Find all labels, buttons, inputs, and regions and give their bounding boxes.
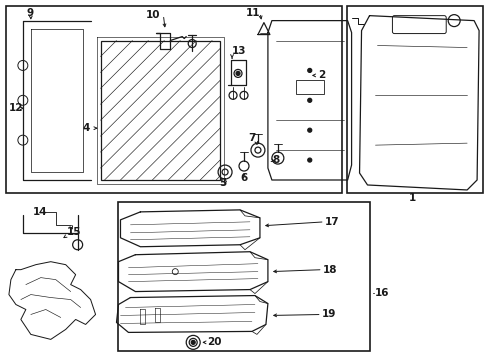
Bar (295, 80, 323, 94)
Text: 13: 13 (232, 45, 246, 55)
Circle shape (236, 71, 240, 75)
Bar (101, 41, 220, 180)
Text: 5: 5 (219, 178, 226, 188)
Text: 18: 18 (322, 265, 337, 275)
Text: 4: 4 (82, 123, 90, 133)
Circle shape (191, 340, 195, 345)
Text: 19: 19 (321, 310, 335, 319)
Bar (346, 6, 482, 193)
Text: 9: 9 (27, 8, 34, 18)
Bar (118, 202, 369, 351)
Text: 12: 12 (9, 103, 23, 113)
Text: 2: 2 (317, 71, 325, 80)
Text: 11: 11 (245, 8, 260, 18)
Circle shape (307, 128, 311, 132)
Circle shape (307, 158, 311, 162)
Text: 7: 7 (247, 133, 255, 143)
Text: 16: 16 (374, 288, 388, 298)
Text: 8: 8 (271, 155, 279, 165)
Text: 6: 6 (240, 173, 247, 183)
Bar (6, 6, 341, 193)
Circle shape (307, 98, 311, 102)
Circle shape (307, 68, 311, 72)
Text: 10: 10 (145, 10, 160, 20)
Text: 1: 1 (408, 193, 415, 203)
Text: 17: 17 (324, 217, 339, 227)
Text: 14: 14 (33, 207, 47, 217)
Text: 20: 20 (207, 337, 221, 347)
Text: 15: 15 (66, 227, 81, 237)
